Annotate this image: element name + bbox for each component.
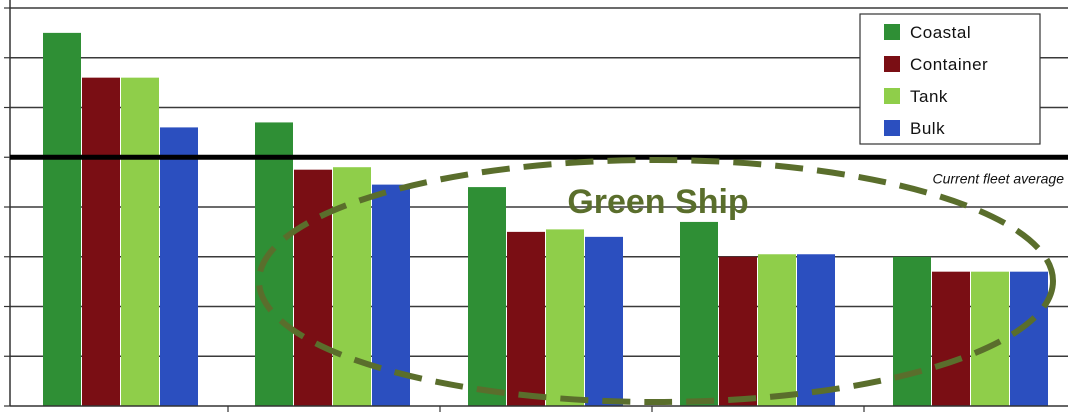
annotation-group: Green Ship [256,157,1056,405]
legend: Coastal Container Tank Bulk [859,13,1041,145]
reference-line-label: Current fleet average [932,170,1064,186]
bar-bulk-4 [797,254,835,406]
bars [43,32,1048,407]
axes [4,0,1068,412]
bar-bulk-3 [585,236,623,406]
bar-container-5 [932,271,970,406]
bar-container-2 [294,169,332,406]
bar-tank-2 [333,167,371,406]
bar-coastal-4 [680,221,718,406]
legend-swatch-bulk [884,120,900,136]
legend-swatch-coastal [884,24,900,40]
bar-tank-5 [971,271,1009,406]
bar-bulk-5 [1010,271,1048,406]
bar-coastal-3 [468,187,506,406]
green-ship-ellipse [256,157,1056,405]
legend-swatch-container [884,56,900,72]
legend-label-tank: Tank [910,87,948,106]
bar-container-3 [507,231,545,406]
legend-label-container: Container [910,55,988,74]
annotation-label: Green Ship [567,183,748,221]
reference-line-group: Current fleet average [10,154,1068,186]
bar-tank-3 [546,229,584,406]
bar-tank-1 [121,77,159,407]
bar-container-4 [719,256,757,406]
legend-label-bulk: Bulk [910,119,945,138]
bar-coastal-1 [43,32,81,406]
legend-label-coastal: Coastal [910,23,971,42]
bar-container-1 [82,77,120,407]
bar-coastal-5 [893,256,931,406]
bar-bulk-1 [160,127,198,407]
bar-tank-4 [758,254,796,406]
legend-swatch-tank [884,88,900,104]
